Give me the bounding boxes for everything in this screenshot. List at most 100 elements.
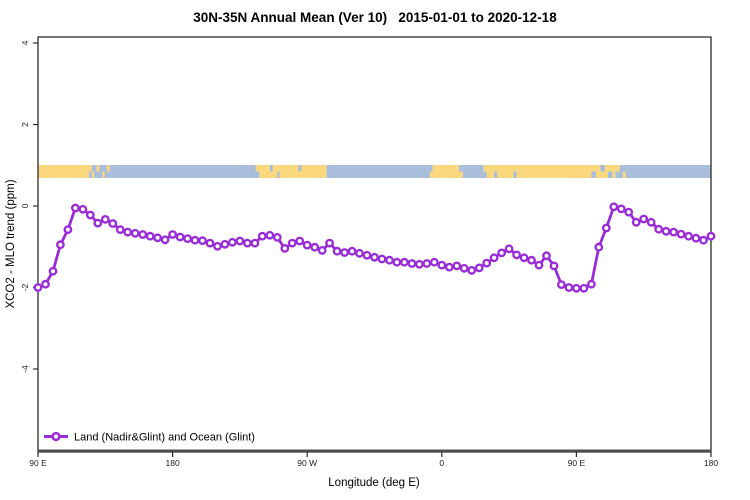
data-point-marker [362,250,372,260]
coastline-jag [298,165,302,172]
data-point-marker [183,234,193,244]
coastline-jag [458,165,463,172]
data-point-marker [227,237,237,247]
data-point-marker [250,238,260,248]
coastline-jag [277,171,280,178]
land-ocean-strip [38,165,711,178]
data-point-marker [631,217,641,227]
data-point-marker [452,261,462,271]
data-point-marker [422,259,432,268]
x-tick-label: 180 [704,458,718,468]
x-tick-label: 90 E [29,458,47,468]
data-point-marker [392,257,402,267]
legend-marker-circle-icon [51,431,61,442]
coastline-jag [615,165,620,172]
data-point-marker [579,283,589,293]
coastline-jag [494,171,498,178]
data-point-marker [706,231,716,241]
data-point-marker [429,257,439,267]
data-point-marker [691,233,701,243]
data-point-marker [407,259,417,268]
data-point-marker [48,266,58,276]
data-point-marker [542,251,551,261]
data-point-marker [564,283,574,292]
data-point-marker [145,231,155,241]
legend-label: Land (Nadir&Glint) and Ocean (Glint) [74,432,255,444]
data-point-marker [235,236,245,246]
data-point-marker [175,232,185,242]
data-point-marker [527,255,536,265]
data-point-marker [205,238,215,248]
data-point-marker [676,229,686,239]
data-point-marker [459,263,469,273]
data-point-marker [444,262,454,272]
data-point-marker [56,240,65,250]
land-segment [38,165,89,178]
land-segment [259,165,327,178]
data-point-marker [340,248,349,257]
data-point-marker [512,250,521,260]
coastline-jag [255,165,260,172]
data-point-marker [115,225,125,235]
y-tick-label: 2 [20,122,30,127]
ocean-segment [326,165,433,178]
coastline-jag [96,165,100,172]
data-point-marker [414,259,424,269]
data-point-marker [587,279,596,289]
data-point-marker [557,280,566,289]
coastline-jag [106,165,110,172]
data-point-marker [220,239,230,249]
ocean-segment [88,165,260,178]
data-point-marker [519,253,529,263]
data-point-marker [302,240,312,250]
data-point-marker [287,238,297,248]
chart-title: 30N-35N Annual Mean (Ver 10) 2015-01-01 … [193,10,557,25]
data-point-marker [355,248,364,258]
data-point-marker [317,245,327,255]
coastline-jag [88,165,92,172]
data-point-marker [482,258,492,268]
plot-border [37,36,712,453]
data-point-marker [601,223,611,233]
data-point-marker [699,235,708,245]
data-point-marker [198,236,207,246]
data-point-marker [78,204,88,214]
legend: Land (Nadir&Glint) and Ocean (Glint) [44,432,255,444]
data-point-marker [370,252,379,262]
data-point-marker [534,260,544,270]
data-point-marker [399,257,409,267]
data-point-marker [594,242,604,252]
data-point-marker [332,246,342,256]
y-tick-label: 0 [20,203,30,208]
data-point-marker [130,228,140,238]
coastline-jag [600,165,605,172]
data-point-marker [280,243,290,253]
y-tick-label: -4 [20,365,30,373]
coastline-jag [102,171,105,178]
data-point-marker [85,210,95,220]
y-axis-title: XCO2 - MLO trend (ppm) [5,179,17,308]
data-point-marker [93,218,103,228]
data-point-marker [474,263,484,273]
data-point-marker [190,235,200,245]
data-point-marker [437,260,447,270]
ocean-segment [615,165,711,178]
x-tick-label: 90 E [568,458,586,468]
x-tick-label: 90 W [297,458,317,468]
x-axis-title: Longitude (deg E) [328,477,420,489]
plot-content: 4 2 0 -2 -4 90 E 180 90 W 0 90 E 180 [20,40,718,468]
data-point-marker [325,238,334,248]
data-point-marker [63,225,73,235]
coastline-jag [269,165,273,172]
data-point-marker [295,236,305,246]
data-point-marker [646,217,656,227]
data-point-marker [684,231,693,241]
data-point-marker [609,202,619,212]
data-point-marker [347,246,357,256]
coastline-jag [622,171,626,178]
data-point-marker [654,224,664,234]
data-point-marker [310,242,320,252]
data-point-marker [213,241,222,251]
